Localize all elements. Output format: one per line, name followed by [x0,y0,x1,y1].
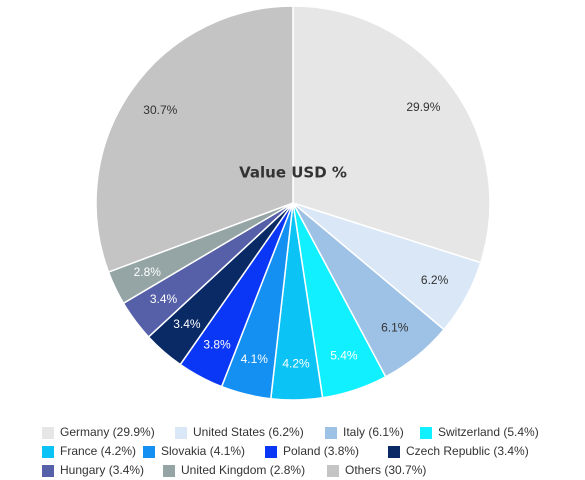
slice-label-italy: 6.1% [381,321,409,335]
legend-item-slovakia: Slovakia (4.1%) [143,444,245,458]
legend-item-switzerland: Switzerland (5.4%) [420,425,539,439]
legend: Germany (29.9%) United States (6.2%) Italy… [42,425,539,477]
legend-swatch-france [42,446,54,458]
slice-label-others: 30.7% [143,103,177,117]
legend-item-france: France (4.2%) [42,444,136,458]
slice-label-poland: 3.8% [203,338,231,352]
legend-label-poland: Poland (3.8%) [283,444,359,458]
legend-item-poland: Poland (3.8%) [265,444,359,458]
slice-label-slovakia: 4.1% [241,352,269,366]
slice-label-france: 4.2% [282,357,310,371]
pie-slice-germany [292,5,491,264]
slice-label-united-states: 6.2% [421,273,449,287]
slice-label-czech-republic: 3.4% [173,317,201,331]
legend-item-united-states: United States (6.2%) [175,425,304,439]
legend-item-others: Others (30.7%) [327,463,426,477]
legend-swatch-switzerland [420,427,432,439]
legend-item-germany: Germany (29.9%) [42,425,155,439]
legend-label-switzerland: Switzerland (5.4%) [438,425,539,439]
legend-label-others: Others (30.7%) [345,463,426,477]
legend-item-united-kingdom: United Kingdom (2.8%) [163,463,305,477]
legend-label-united-kingdom: United Kingdom (2.8%) [181,463,305,477]
legend-swatch-hungary [42,465,54,477]
legend-swatch-poland [265,446,277,458]
slice-label-switzerland: 5.4% [330,348,358,362]
legend-label-hungary: Hungary (3.4%) [60,463,144,477]
slice-label-united-kingdom: 2.8% [134,265,162,279]
legend-swatch-czech-republic [388,446,400,458]
legend-label-germany: Germany (29.9%) [60,425,155,439]
legend-item-hungary: Hungary (3.4%) [42,463,144,477]
chart-title: Value USD % [239,164,347,182]
pie-slice-labels: 29.9%6.2%6.1%5.4%4.2%4.1%3.8%3.4%3.4%2.8… [134,100,449,371]
slice-label-hungary: 3.4% [150,292,178,306]
slice-label-germany: 29.9% [406,100,440,114]
legend-swatch-united-states [175,427,187,439]
legend-swatch-united-kingdom [163,465,175,477]
legend-label-france: France (4.2%) [60,444,136,458]
legend-label-slovakia: Slovakia (4.1%) [161,444,245,458]
pie-slice-others [95,5,294,274]
legend-swatch-italy [325,427,337,439]
legend-label-united-states: United States (6.2%) [193,425,304,439]
legend-swatch-germany [42,427,54,439]
pie-slices [95,5,491,401]
legend-swatch-slovakia [143,446,155,458]
legend-label-czech-republic: Czech Republic (3.4%) [406,444,529,458]
legend-item-czech-republic: Czech Republic (3.4%) [388,444,529,458]
legend-swatch-others [327,465,339,477]
legend-item-italy: Italy (6.1%) [325,425,404,439]
legend-label-italy: Italy (6.1%) [343,425,404,439]
